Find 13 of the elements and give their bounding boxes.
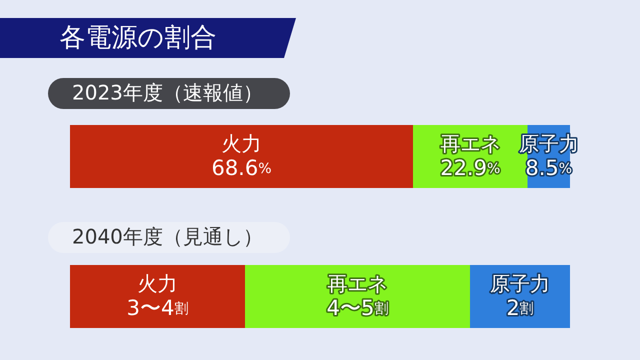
data-label: 4〜5割 [326, 296, 388, 320]
series-label: 火力 [222, 131, 262, 156]
y-tick-label: 2023年度（速報値） [72, 80, 263, 104]
series-label: 原子力 [490, 271, 550, 296]
series-label: 再エネ [440, 131, 500, 156]
series-label: 火力 [138, 271, 178, 296]
chart-title: 各電源の割合 [60, 23, 216, 54]
y-tick-label: 2040年度（見通し） [72, 224, 263, 248]
data-label: 2割 [506, 296, 534, 320]
data-label: 68.6% [211, 156, 272, 180]
data-label: 3〜4割 [126, 296, 188, 320]
data-label: 22.9% [440, 156, 500, 180]
series-label: 再エネ [328, 271, 388, 296]
